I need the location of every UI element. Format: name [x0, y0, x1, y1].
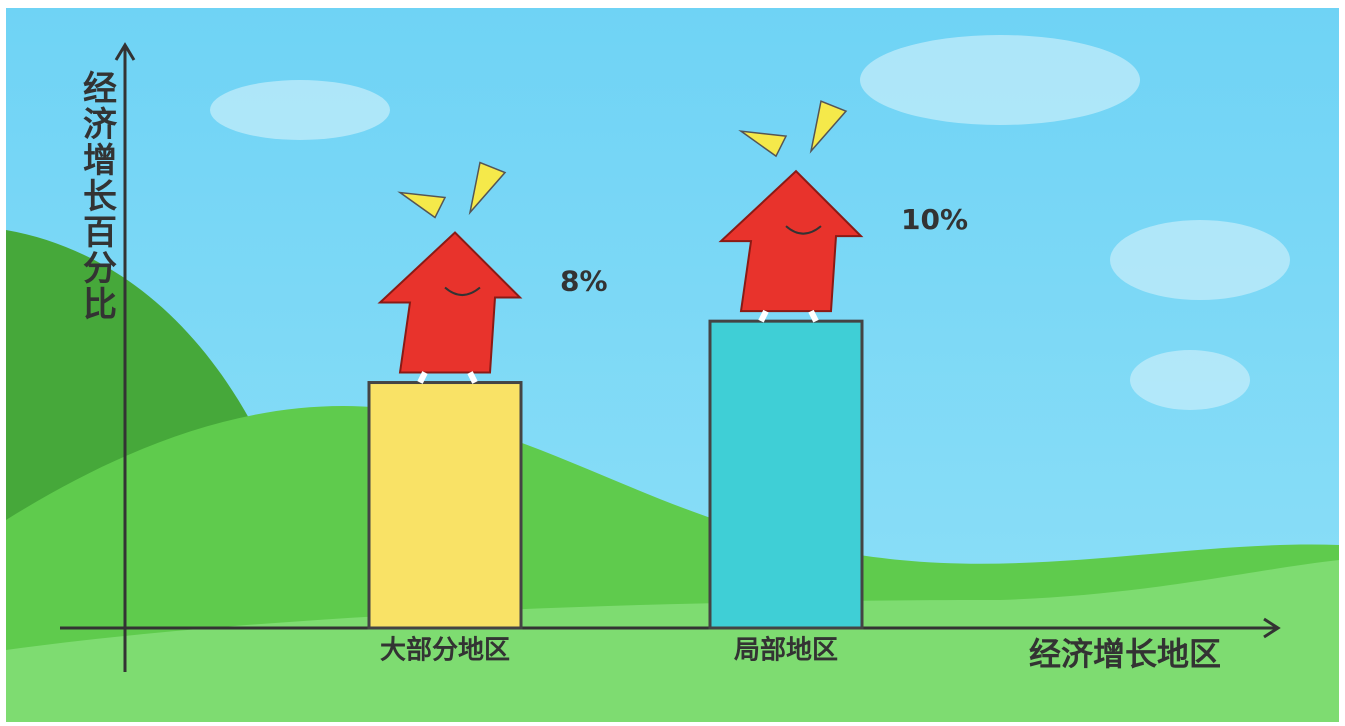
- x-tick-label: 局部地区: [734, 636, 838, 666]
- clouds: [210, 35, 1290, 410]
- exclaim: [397, 161, 507, 219]
- value-label: 10%: [901, 203, 968, 236]
- axes: [60, 42, 1281, 672]
- house-legs: [758, 309, 819, 323]
- house-legs: [417, 371, 478, 384]
- house-face: [444, 286, 481, 297]
- house-face: [785, 225, 822, 235]
- house-mascot: [718, 100, 864, 323]
- y-axis-label: 经济增长百分比: [77, 70, 117, 322]
- bar: [367, 381, 523, 630]
- x-axis-label: 经济增长地区: [1029, 635, 1221, 673]
- house-body: [377, 231, 523, 374]
- house-body: [718, 169, 864, 313]
- hill: [6, 560, 1339, 722]
- bar: [708, 319, 864, 630]
- house-mascot: [377, 161, 523, 384]
- exclaim: [738, 100, 848, 158]
- x-tick-label: 大部分地区: [380, 636, 510, 666]
- value-label: 8%: [560, 265, 608, 298]
